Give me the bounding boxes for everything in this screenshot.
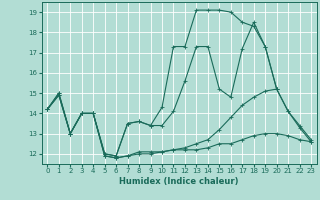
X-axis label: Humidex (Indice chaleur): Humidex (Indice chaleur) [119, 177, 239, 186]
